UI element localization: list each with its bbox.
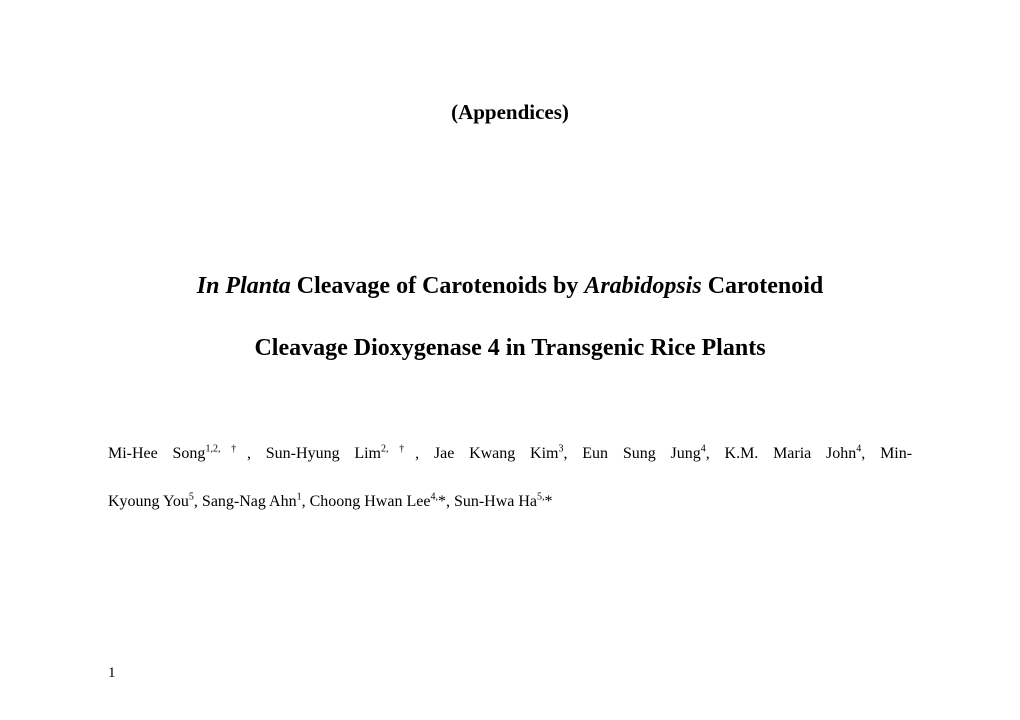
author-name: Kyoung You <box>108 493 189 510</box>
author-name: Choong Hwan Lee <box>310 493 431 510</box>
author-name: Sun-Hyung Lim <box>266 445 381 462</box>
author-affil: 4 <box>856 443 861 454</box>
author-affil: 1 <box>297 491 302 502</box>
authors-line-2: Kyoung You5, Sang-Nag Ahn1, Choong Hwan … <box>108 478 912 526</box>
title-italic-1: In Planta <box>197 273 291 299</box>
page: (Appendices) In Planta Cleavage of Carot… <box>0 0 1020 720</box>
authors-line-1: Mi-Hee Song1,2,†, Sun-Hyung Lim2,†, Jae … <box>108 430 912 478</box>
title-italic-2: Arabidopsis <box>584 273 701 299</box>
author-affil: 2,† <box>381 443 415 454</box>
page-number: 1 <box>108 665 116 682</box>
author-affil: 4 <box>701 443 706 454</box>
appendices-label: (Appendices) <box>108 100 912 125</box>
author-name: K.M. Maria John <box>725 445 857 462</box>
paper-title: In Planta Cleavage of Carotenoids by Ara… <box>108 255 912 380</box>
title-text-1: Cleavage of Carotenoids by <box>291 273 585 299</box>
author-affil: 5, <box>537 491 545 502</box>
author-name: Eun Sung Jung <box>582 445 700 462</box>
author-affil: 3 <box>559 443 564 454</box>
author-affil: 4, <box>430 491 438 502</box>
authors-block: Mi-Hee Song1,2,†, Sun-Hyung Lim2,†, Jae … <box>108 430 912 526</box>
corresponding-mark: * <box>438 493 446 510</box>
author-name: Sun-Hwa Ha <box>454 493 537 510</box>
title-line-2: Cleavage Dioxygenase 4 in Transgenic Ric… <box>254 335 765 361</box>
author-name: Sang-Nag Ahn <box>202 493 297 510</box>
author-affil: 1,2,† <box>205 443 247 454</box>
title-text-2: Carotenoid <box>702 273 824 299</box>
author-name: Jae Kwang Kim <box>434 445 559 462</box>
author-name: Min- <box>880 445 912 462</box>
corresponding-mark: * <box>545 493 553 510</box>
author-affil: 5 <box>189 491 194 502</box>
author-name: Mi-Hee Song <box>108 445 205 462</box>
